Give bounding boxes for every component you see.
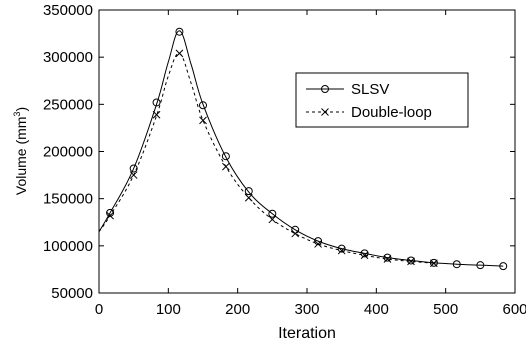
- data-point-double-loop: [268, 215, 277, 224]
- legend-label-slsv: SLSV: [351, 81, 389, 98]
- series-line-slsv: [98, 30, 504, 267]
- x-tick-label: 400: [364, 301, 389, 318]
- y-axis-title: Volume (mm3): [12, 107, 29, 195]
- data-point-double-loop: [291, 229, 300, 238]
- legend-box: [295, 72, 469, 128]
- y-axis-title-close: ): [13, 107, 29, 112]
- data-point-double-loop: [106, 211, 114, 220]
- data-point-double-loop: [175, 49, 184, 58]
- data-point-slsv: [476, 261, 485, 270]
- y-tick-label: 300000: [43, 49, 93, 66]
- y-tick-label: 350000: [43, 2, 93, 19]
- data-point-double-loop: [199, 116, 207, 125]
- x-tick-label: 600: [502, 301, 526, 318]
- data-point-slsv: [499, 262, 508, 271]
- x-tick-label: 100: [156, 301, 181, 318]
- data-point-slsv: [360, 249, 369, 258]
- y-axis-title-main: Volume (mm: [13, 117, 29, 196]
- data-point-slsv: [152, 98, 161, 107]
- legend-label-double-loop: Double-loop: [351, 104, 432, 121]
- data-point-double-loop: [314, 240, 322, 248]
- x-tick-label: 0: [95, 301, 103, 318]
- data-point-double-loop: [152, 110, 161, 119]
- data-point-double-loop: [360, 251, 369, 260]
- data-point-double-loop: [407, 257, 415, 266]
- x-tick-label: 500: [433, 301, 458, 318]
- y-tick-label: 200000: [43, 144, 93, 161]
- y-tick-label: 150000: [43, 191, 93, 208]
- data-point-double-loop: [222, 162, 230, 171]
- data-point-double-loop: [129, 171, 138, 179]
- data-point-slsv: [337, 244, 346, 253]
- x-tick-label: 200: [225, 301, 250, 318]
- data-point-double-loop: [244, 193, 253, 202]
- data-point-slsv: [244, 187, 253, 196]
- data-point-slsv: [175, 27, 184, 36]
- legend: SLSV Double-loop: [295, 72, 469, 128]
- data-point-double-loop: [337, 246, 346, 255]
- data-point-double-loop: [383, 255, 392, 263]
- data-point-slsv: [429, 258, 438, 267]
- data-point-slsv: [268, 209, 277, 218]
- data-point-slsv: [221, 152, 230, 161]
- data-point-slsv: [199, 101, 207, 110]
- axis-ticks: 0 100 200 300 400 500 600 50000 100000 150000 2000…: [43, 2, 526, 318]
- data-point-slsv: [452, 260, 461, 269]
- legend-marker-slsv: [321, 85, 329, 93]
- x-axis-title: Iteration: [278, 325, 336, 342]
- plot-area-frame: [98, 9, 516, 294]
- y-axis-title-superscript: 3: [12, 112, 22, 117]
- data-point-slsv: [407, 256, 415, 265]
- y-tick-label: 100000: [43, 238, 93, 255]
- series-layer: [98, 27, 508, 271]
- y-tick-label: 50000: [51, 285, 93, 302]
- series-line-double-loop: [98, 52, 434, 264]
- y-tick-label: 250000: [43, 96, 93, 113]
- data-point-double-loop: [430, 259, 438, 268]
- x-tick-label: 300: [294, 301, 319, 318]
- legend-marker-double-loop: [321, 108, 329, 116]
- data-point-slsv: [383, 253, 392, 262]
